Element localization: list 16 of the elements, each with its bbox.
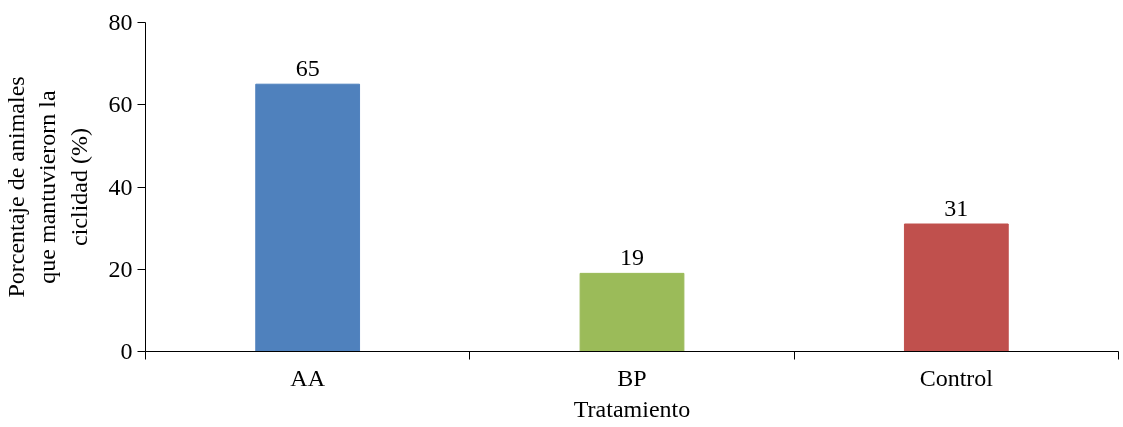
x-tick-label: Control	[919, 364, 994, 391]
y-tick-label: 40	[108, 173, 133, 200]
data-label: 19	[620, 244, 644, 271]
data-label: 31	[944, 195, 969, 222]
bar	[579, 272, 685, 352]
y-tick-label: 60	[108, 91, 133, 118]
x-tick-label: AA	[290, 364, 326, 391]
x-tick-label: BP	[617, 364, 647, 391]
y-axis-title: Porcentaje de animales que mantuvierorn la ciclidad (%)	[3, 76, 92, 298]
x-axis-title: Tratamiento	[573, 395, 691, 422]
bar	[903, 223, 1009, 352]
bar	[255, 83, 361, 352]
y-tick-label: 20	[108, 255, 133, 282]
y-tick-label: 0	[120, 338, 133, 364]
data-label: 65	[295, 55, 320, 82]
y-tick-label: 80	[108, 9, 133, 35]
